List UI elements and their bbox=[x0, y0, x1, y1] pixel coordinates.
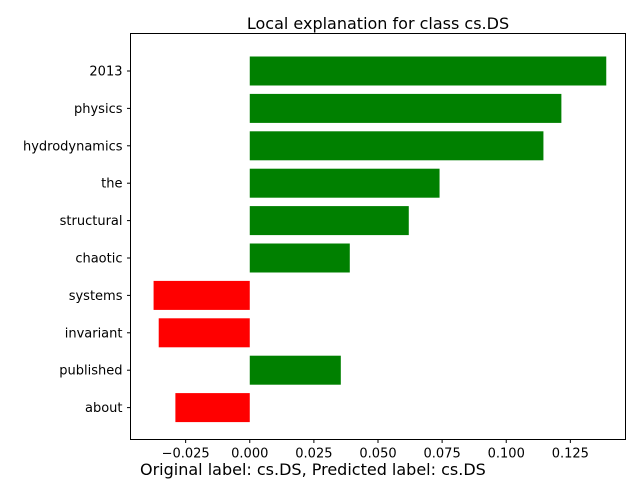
y-tick-label: hydrodynamics bbox=[23, 139, 123, 154]
y-tick-label: the bbox=[101, 177, 122, 192]
y-tick-label: about bbox=[85, 401, 123, 416]
caption: Original label: cs.DS, Predicted label: … bbox=[140, 460, 486, 479]
x-tick-label: 0.050 bbox=[359, 447, 396, 462]
y-tick-label: structural bbox=[60, 214, 123, 229]
y-tick-label: chaotic bbox=[75, 252, 122, 267]
x-tick-label: 0.000 bbox=[231, 447, 268, 462]
x-tick-label: −0.025 bbox=[162, 447, 210, 462]
bar-2013 bbox=[249, 56, 607, 86]
bar-invariant bbox=[158, 318, 250, 348]
bar-about bbox=[175, 393, 250, 423]
y-tick-label: systems bbox=[69, 289, 123, 304]
bar-the bbox=[249, 168, 440, 198]
y-tick-label: invariant bbox=[65, 326, 123, 341]
x-tick-label: 0.125 bbox=[552, 447, 589, 462]
chart-title: Local explanation for class cs.DS bbox=[247, 14, 509, 33]
plot-frame bbox=[130, 33, 626, 440]
x-tick-label: 0.025 bbox=[295, 447, 332, 462]
bar-physics bbox=[249, 93, 562, 123]
bar-published bbox=[249, 355, 341, 385]
y-tick-label: physics bbox=[74, 102, 123, 117]
bar-chaotic bbox=[249, 243, 350, 273]
bar-hydrodynamics bbox=[249, 131, 544, 161]
y-axis-ticks: 2013 physics hydrodynamics the structural cha… bbox=[23, 65, 131, 416]
y-tick-label: 2013 bbox=[89, 65, 122, 80]
bar-systems bbox=[153, 280, 250, 310]
x-tick-label: 0.100 bbox=[488, 447, 525, 462]
bar-structural bbox=[249, 206, 409, 236]
x-axis-ticks: −0.025 0.000 0.025 0.050 0.075 0.100 0.125 bbox=[162, 439, 589, 462]
bars-group bbox=[153, 56, 607, 423]
y-tick-label: published bbox=[59, 364, 122, 379]
x-tick-label: 0.075 bbox=[424, 447, 461, 462]
